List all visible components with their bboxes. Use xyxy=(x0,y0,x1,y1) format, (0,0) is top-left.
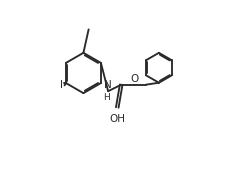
Text: N: N xyxy=(104,80,112,90)
Text: I: I xyxy=(60,80,63,90)
Text: H: H xyxy=(104,93,110,102)
Text: O: O xyxy=(130,75,138,84)
Text: OH: OH xyxy=(109,114,125,124)
